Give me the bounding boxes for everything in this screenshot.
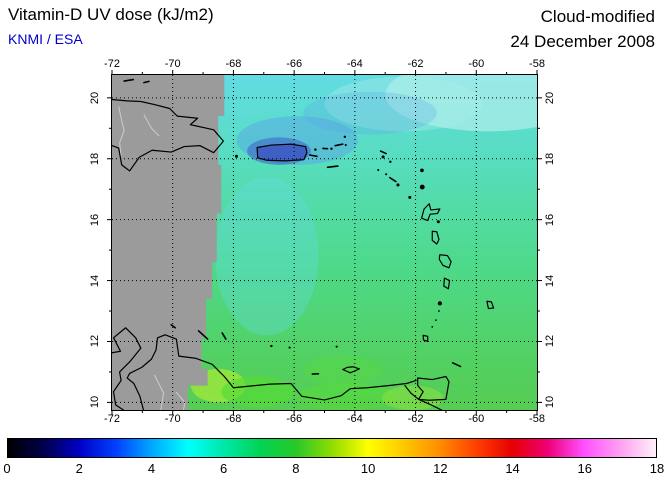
source-credit: KNMI / ESA <box>8 31 83 47</box>
lon-tick-label: -58 <box>529 413 545 425</box>
colorbar-tick-label: 8 <box>292 461 300 476</box>
lon-tick-label: -66 <box>286 413 303 425</box>
virgin-islands <box>234 136 347 168</box>
colorbar-tick-label: 10 <box>360 461 376 476</box>
caribbean-uv-map <box>112 75 537 410</box>
lat-tick-label: 16 <box>89 213 101 226</box>
lon-tick-label: -62 <box>407 58 424 70</box>
venezuela-coastline <box>127 335 416 410</box>
haiti-dr-border <box>119 106 124 155</box>
lon-tick-label: -58 <box>529 58 545 70</box>
colorbar-tick-label: 12 <box>433 461 448 476</box>
lon-tick-label: -64 <box>346 413 363 425</box>
lon-tick-label: -68 <box>225 413 242 425</box>
lon-axis-bottom: -72 -70 -68 -66 -64 -62 -60 -58 <box>104 413 545 427</box>
martinique-island <box>439 255 451 268</box>
lon-tick-label: -70 <box>164 413 181 425</box>
hispaniola-coastline <box>112 99 223 171</box>
lat-tick-label: 12 <box>89 335 101 348</box>
northern-banks <box>124 80 149 83</box>
lat-axis-left: 20 18 16 14 12 10 <box>86 75 104 410</box>
lat-tick-label: 18 <box>89 152 101 165</box>
header-right: Cloud-modified 24 December 2008 <box>510 4 655 54</box>
lat-tick-label: 16 <box>544 213 556 226</box>
dr-interior-line <box>144 115 159 136</box>
page-title: Vitamin-D UV dose (kJ/m2) <box>8 5 214 24</box>
lat-tick-label: 10 <box>544 396 556 409</box>
lat-tick-label: 20 <box>544 91 556 104</box>
lon-tick-label: -62 <box>407 413 424 425</box>
guajira-maracaibo-coastline <box>112 328 141 410</box>
puerto-rico-island <box>257 144 307 161</box>
colorbar-tick-label: 2 <box>75 461 83 476</box>
lon-tick-label: -72 <box>104 58 120 70</box>
lon-tick-label: -60 <box>468 58 485 70</box>
colorbar-scale: 0 2 4 6 8 10 12 14 16 18 <box>3 461 664 477</box>
lat-tick-label: 10 <box>89 396 101 409</box>
colorbar-tick-label: 18 <box>649 461 665 476</box>
guadeloupe-island <box>422 204 440 221</box>
colorbar-tick-label: 4 <box>147 461 156 476</box>
lon-tick-label: -72 <box>104 413 120 425</box>
mode-label: Cloud-modified <box>540 7 655 26</box>
barbados-island <box>487 301 494 308</box>
trinidad-island <box>418 377 449 401</box>
map-frame <box>111 74 538 411</box>
margarita-island <box>343 367 360 373</box>
curacao-island <box>199 331 208 339</box>
lat-tick-label: 12 <box>544 335 556 348</box>
lat-tick-label: 14 <box>89 274 101 287</box>
lon-tick-label: -60 <box>468 413 485 425</box>
tobago-island <box>453 363 461 367</box>
colorbar-tick-label: 0 <box>3 461 11 476</box>
lat-axis-right: 20 18 16 14 12 10 <box>541 75 559 410</box>
lat-tick-label: 18 <box>544 152 556 165</box>
colorbar-tick-label: 6 <box>220 461 228 476</box>
lat-tick-label: 14 <box>544 274 556 287</box>
colorbar <box>7 438 657 458</box>
lon-axis-top: -72 -70 -68 -66 -64 -62 -60 -58 <box>104 58 545 72</box>
venezuela-interior-line <box>155 375 164 410</box>
dominica-island <box>432 231 439 244</box>
date-label: 24 December 2008 <box>510 32 655 51</box>
st-lucia-island <box>444 278 450 289</box>
lon-tick-label: -64 <box>346 58 363 70</box>
bonaire-island <box>222 333 226 339</box>
lon-tick-label: -68 <box>225 58 242 70</box>
lon-tick-label: -70 <box>164 58 181 70</box>
colorbar-tick-label: 16 <box>577 461 592 476</box>
orinoco-delta-coastline <box>405 386 444 410</box>
lon-tick-label: -66 <box>286 58 303 70</box>
colorbar-tick-label: 14 <box>505 461 520 476</box>
lat-tick-label: 20 <box>89 91 101 104</box>
